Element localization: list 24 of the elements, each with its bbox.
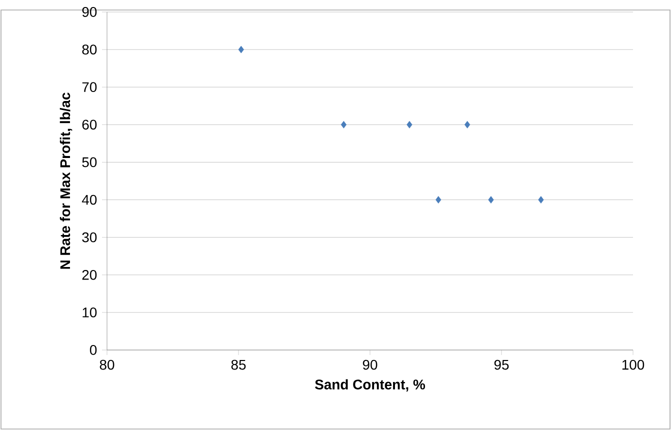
point — [464, 120, 470, 128]
y-tick-label: 70 — [82, 82, 97, 92]
x-tick-label: 100 — [622, 360, 644, 370]
point — [488, 196, 494, 204]
point — [238, 46, 244, 54]
point — [436, 196, 442, 204]
x-axis-title: Sand Content, % — [315, 379, 426, 392]
y-tick-label: 20 — [82, 270, 97, 280]
y-tick-label: 80 — [82, 44, 97, 55]
point — [340, 120, 347, 128]
x-tick-label: 80 — [100, 360, 114, 370]
y-tick-label: 10 — [82, 307, 97, 318]
x-tick-label: 85 — [231, 360, 246, 370]
y-tick-label: 90 — [82, 7, 97, 17]
x-tick-label: 90 — [362, 360, 378, 370]
point — [406, 120, 412, 128]
x-tick-label: 95 — [494, 360, 509, 370]
y-tick-label: 60 — [82, 120, 97, 130]
y-tick-label: 0 — [90, 345, 97, 355]
y-tick-label: 30 — [82, 232, 97, 242]
y-tick-label: 50 — [82, 157, 97, 168]
y-tick-label: 40 — [82, 194, 97, 205]
y-axis-title: N Rate for Max Profit, lb/ac — [60, 92, 72, 269]
point — [538, 196, 544, 204]
